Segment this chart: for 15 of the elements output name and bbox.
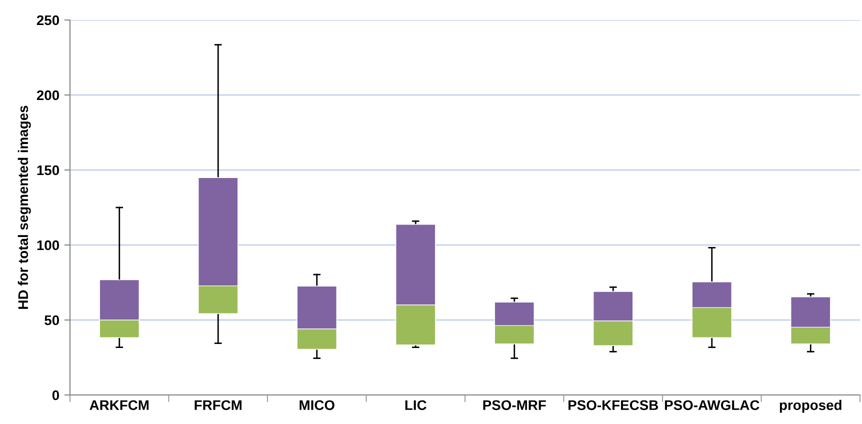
y-tick-label: 50 — [44, 315, 60, 326]
y-tick-label: 0 — [52, 390, 60, 400]
x-tick-label: MICO — [300, 400, 334, 410]
x-tick-label: LIC — [405, 400, 426, 410]
x-tick-label: FRFCM — [194, 400, 242, 410]
x-tick-label: PSO-MRF — [483, 400, 546, 410]
x-tick-label: ARKFCM — [90, 400, 149, 410]
y-tick-label: 100 — [37, 240, 60, 250]
y-tick-label: 150 — [37, 165, 60, 176]
x-tick-label: proposed — [780, 400, 842, 413]
y-axis-title: HD for total segmented images — [18, 106, 31, 309]
x-tick-label: PSO-AWGLAC — [664, 400, 760, 410]
y-tick-label: 250 — [36, 15, 60, 26]
x-tick-label: PSO-KFECSB — [568, 400, 658, 410]
y-tick-label: 200 — [36, 90, 60, 100]
